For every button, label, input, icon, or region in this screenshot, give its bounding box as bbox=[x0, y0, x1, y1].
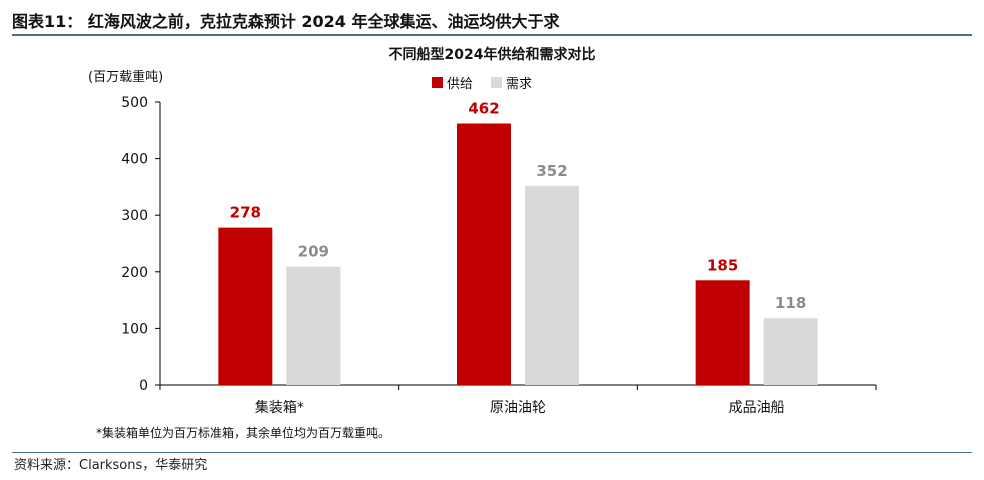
data-label-supply: 462 bbox=[468, 100, 499, 118]
title-rule bbox=[12, 34, 972, 36]
bar-supply bbox=[695, 280, 750, 385]
bar-demand bbox=[763, 318, 818, 385]
data-label-supply: 185 bbox=[707, 256, 738, 274]
bar-supply bbox=[457, 123, 511, 386]
legend-label-demand: 需求 bbox=[506, 77, 533, 92]
footnote: *集装箱单位为百万标准箱，其余单位均为百万载重吨。 bbox=[96, 426, 391, 440]
data-label-demand: 118 bbox=[775, 294, 806, 312]
x-tick-label: 原油油轮 bbox=[490, 400, 546, 416]
legend-item-supply: 供给 bbox=[432, 73, 473, 92]
legend: 供给 需求 bbox=[432, 73, 532, 92]
data-label-supply: 278 bbox=[230, 204, 261, 222]
legend-label-supply: 供给 bbox=[447, 77, 474, 92]
x-tick-label: 集装箱* bbox=[255, 399, 304, 416]
source-note: 资料来源：Clarksons，华泰研究 bbox=[14, 458, 208, 473]
data-label-demand: 352 bbox=[536, 162, 567, 180]
data-label-demand: 209 bbox=[298, 243, 329, 261]
y-tick-label: 200 bbox=[121, 265, 148, 281]
bar-supply bbox=[218, 227, 273, 385]
figure-title: 图表11： 红海风波之前，克拉克森预计 2024 年全球集运、油运均供大于求 bbox=[12, 12, 560, 31]
y-tick-label: 500 bbox=[121, 95, 148, 111]
source-rule bbox=[12, 452, 972, 453]
x-tick-label: 成品油船 bbox=[729, 400, 785, 416]
y-tick-label: 300 bbox=[121, 208, 148, 224]
y-axis-unit-label: (百万载重吨) bbox=[88, 70, 164, 85]
legend-item-demand: 需求 bbox=[491, 73, 532, 92]
y-tick-label: 0 bbox=[139, 378, 148, 394]
y-tick-label: 100 bbox=[121, 321, 148, 337]
legend-swatch-demand bbox=[491, 77, 503, 88]
bar-demand bbox=[286, 266, 341, 385]
legend-swatch-supply bbox=[432, 77, 443, 88]
bar-demand bbox=[525, 185, 579, 385]
chart-title: 不同船型2024年供给和需求对比 bbox=[388, 47, 596, 63]
y-tick-label: 400 bbox=[121, 152, 148, 168]
